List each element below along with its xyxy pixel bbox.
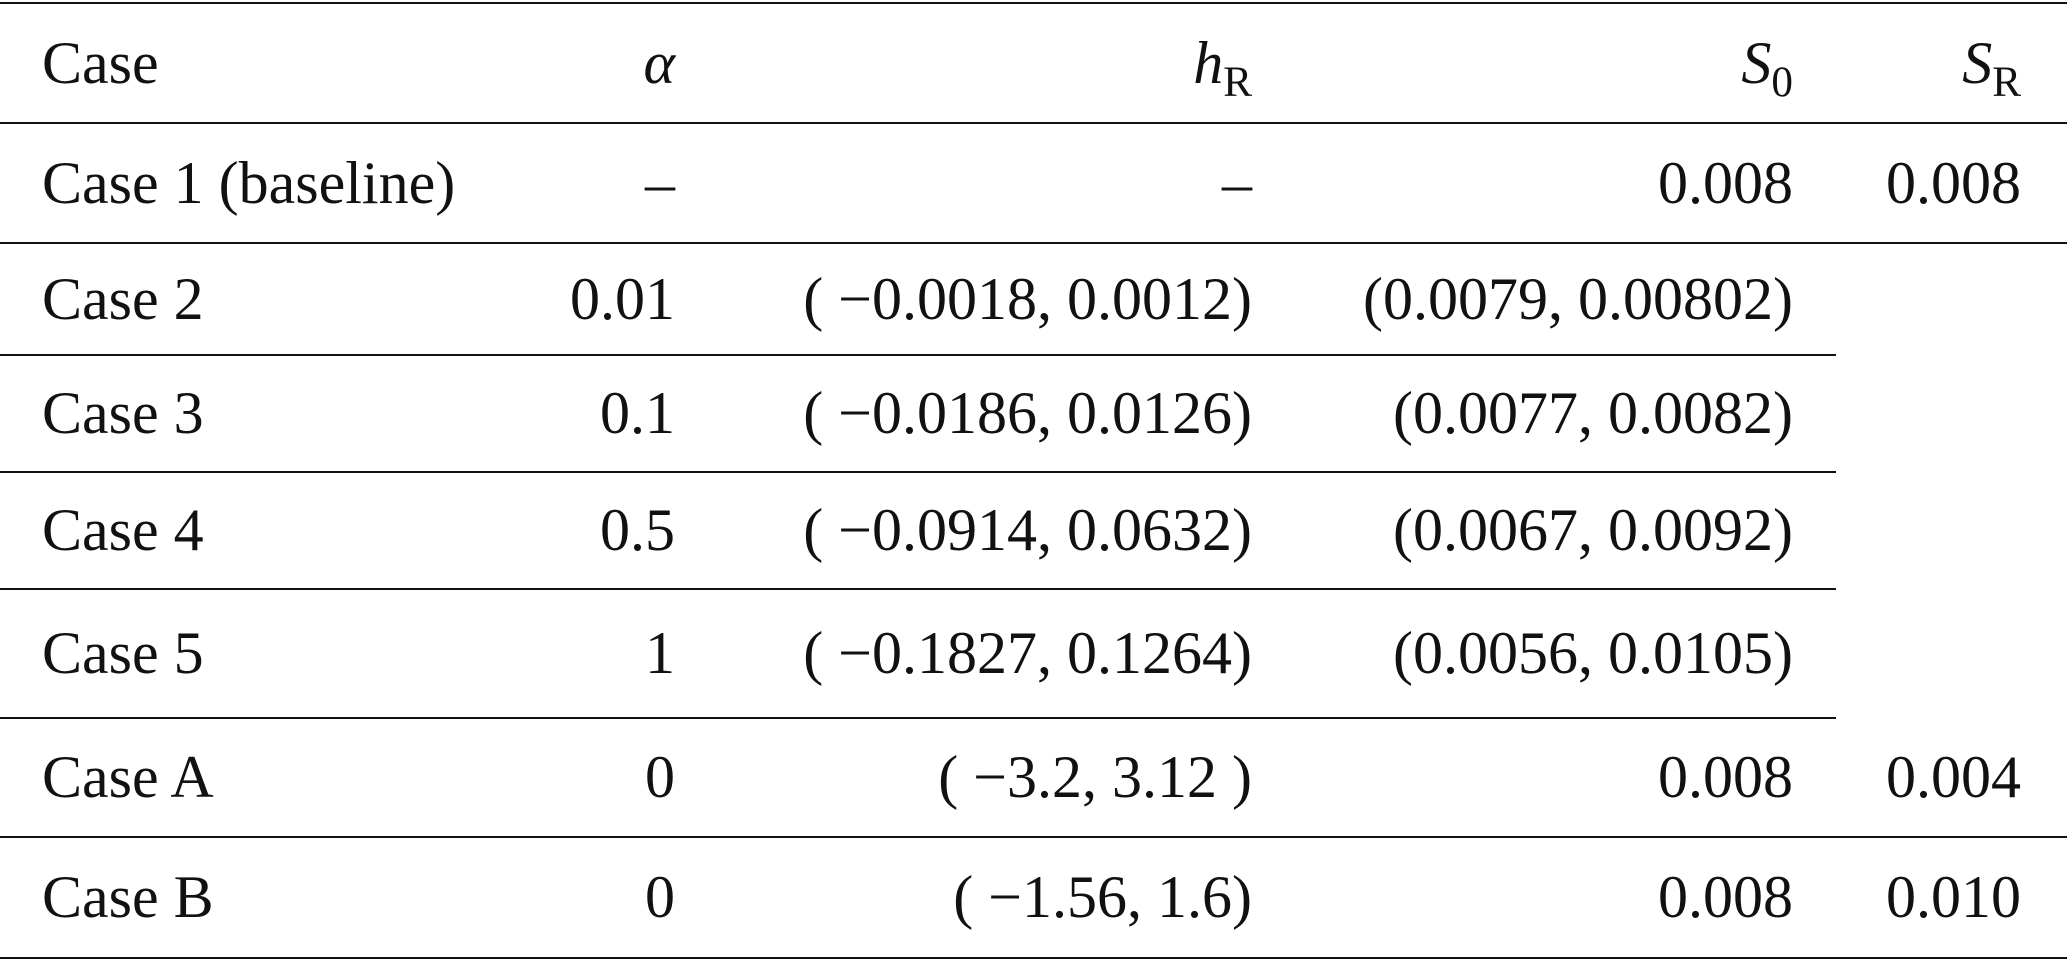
- cell: 0.01: [560, 243, 690, 356]
- header-subscript: R: [1223, 58, 1252, 106]
- header-text: h: [1193, 29, 1224, 96]
- cell: ( −0.1827, 0.1264): [690, 589, 1267, 719]
- cell: Case 2: [0, 243, 560, 356]
- row: Case 5 1( −0.1827, 0.1264) (0.0056, 0.0105…: [0, 589, 2067, 719]
- cell: 0.008: [1267, 837, 1836, 959]
- cell: Case 4: [0, 472, 560, 590]
- row: Case 2 0.01( −0.0018, 0.0012) (0.0079, 0.0…: [0, 243, 2067, 356]
- header-cell: α: [560, 2, 690, 124]
- row: Case A 0( −3.2, 3.12 ) 0.008 0.004: [0, 718, 2067, 838]
- cell: (0.0067, 0.0092): [1267, 472, 1836, 590]
- header-subscript: 0: [1771, 58, 1793, 106]
- header-cell: hR: [690, 2, 1267, 124]
- cell: (0.0077, 0.0082): [1267, 355, 1836, 473]
- cell: 0.1: [560, 355, 690, 473]
- cell: 0.010: [1836, 837, 2067, 959]
- cell: (0.0079, 0.00802): [1267, 243, 1836, 356]
- cell: 0.008: [1267, 123, 1836, 244]
- cell: 0.008: [1267, 718, 1836, 838]
- header-cell: Case: [0, 2, 560, 124]
- cell: 1: [560, 589, 690, 719]
- cell: –: [690, 123, 1267, 244]
- cell: 0: [560, 718, 690, 838]
- header-subscript: R: [1992, 58, 2021, 106]
- row: Case B 0( −1.56, 1.6) 0.008 0.010: [0, 837, 2067, 959]
- cell: Case 3: [0, 355, 560, 473]
- cell: Case 1 (baseline): [0, 123, 560, 244]
- header-text: S: [1962, 29, 1993, 96]
- header-cell: SR: [1836, 2, 2067, 124]
- header-text: Case: [42, 29, 159, 96]
- cell: ( −1.56, 1.6): [690, 837, 1267, 959]
- header-cell: S0: [1267, 2, 1836, 124]
- row: Case 3 0.1( −0.0186, 0.0126) (0.0077, 0.00…: [0, 355, 2067, 473]
- header-row: Case α hR S0 SR: [0, 2, 2067, 124]
- cell: Case 5: [0, 589, 560, 719]
- cell: 0.008: [1836, 123, 2067, 244]
- cell: ( −3.2, 3.12 ): [690, 718, 1267, 838]
- row: Case 1 (baseline) – –0.008 0.008: [0, 123, 2067, 244]
- cell: Case B: [0, 837, 560, 959]
- cell: ( −0.0186, 0.0126): [690, 355, 1267, 473]
- cell: 0.004: [1836, 718, 2067, 838]
- header-text: S: [1741, 29, 1772, 96]
- header-text: α: [643, 29, 676, 96]
- cell: 0: [560, 837, 690, 959]
- cell: ( −0.0018, 0.0012): [690, 243, 1267, 356]
- cell: (0.0056, 0.0105): [1267, 589, 1836, 719]
- cell: 0.5: [560, 472, 690, 590]
- cell: –: [560, 123, 690, 244]
- cell: Case A: [0, 718, 560, 838]
- cell: ( −0.0914, 0.0632): [690, 472, 1267, 590]
- row: Case 4 0.5( −0.0914, 0.0632) (0.0067, 0.00…: [0, 472, 2067, 590]
